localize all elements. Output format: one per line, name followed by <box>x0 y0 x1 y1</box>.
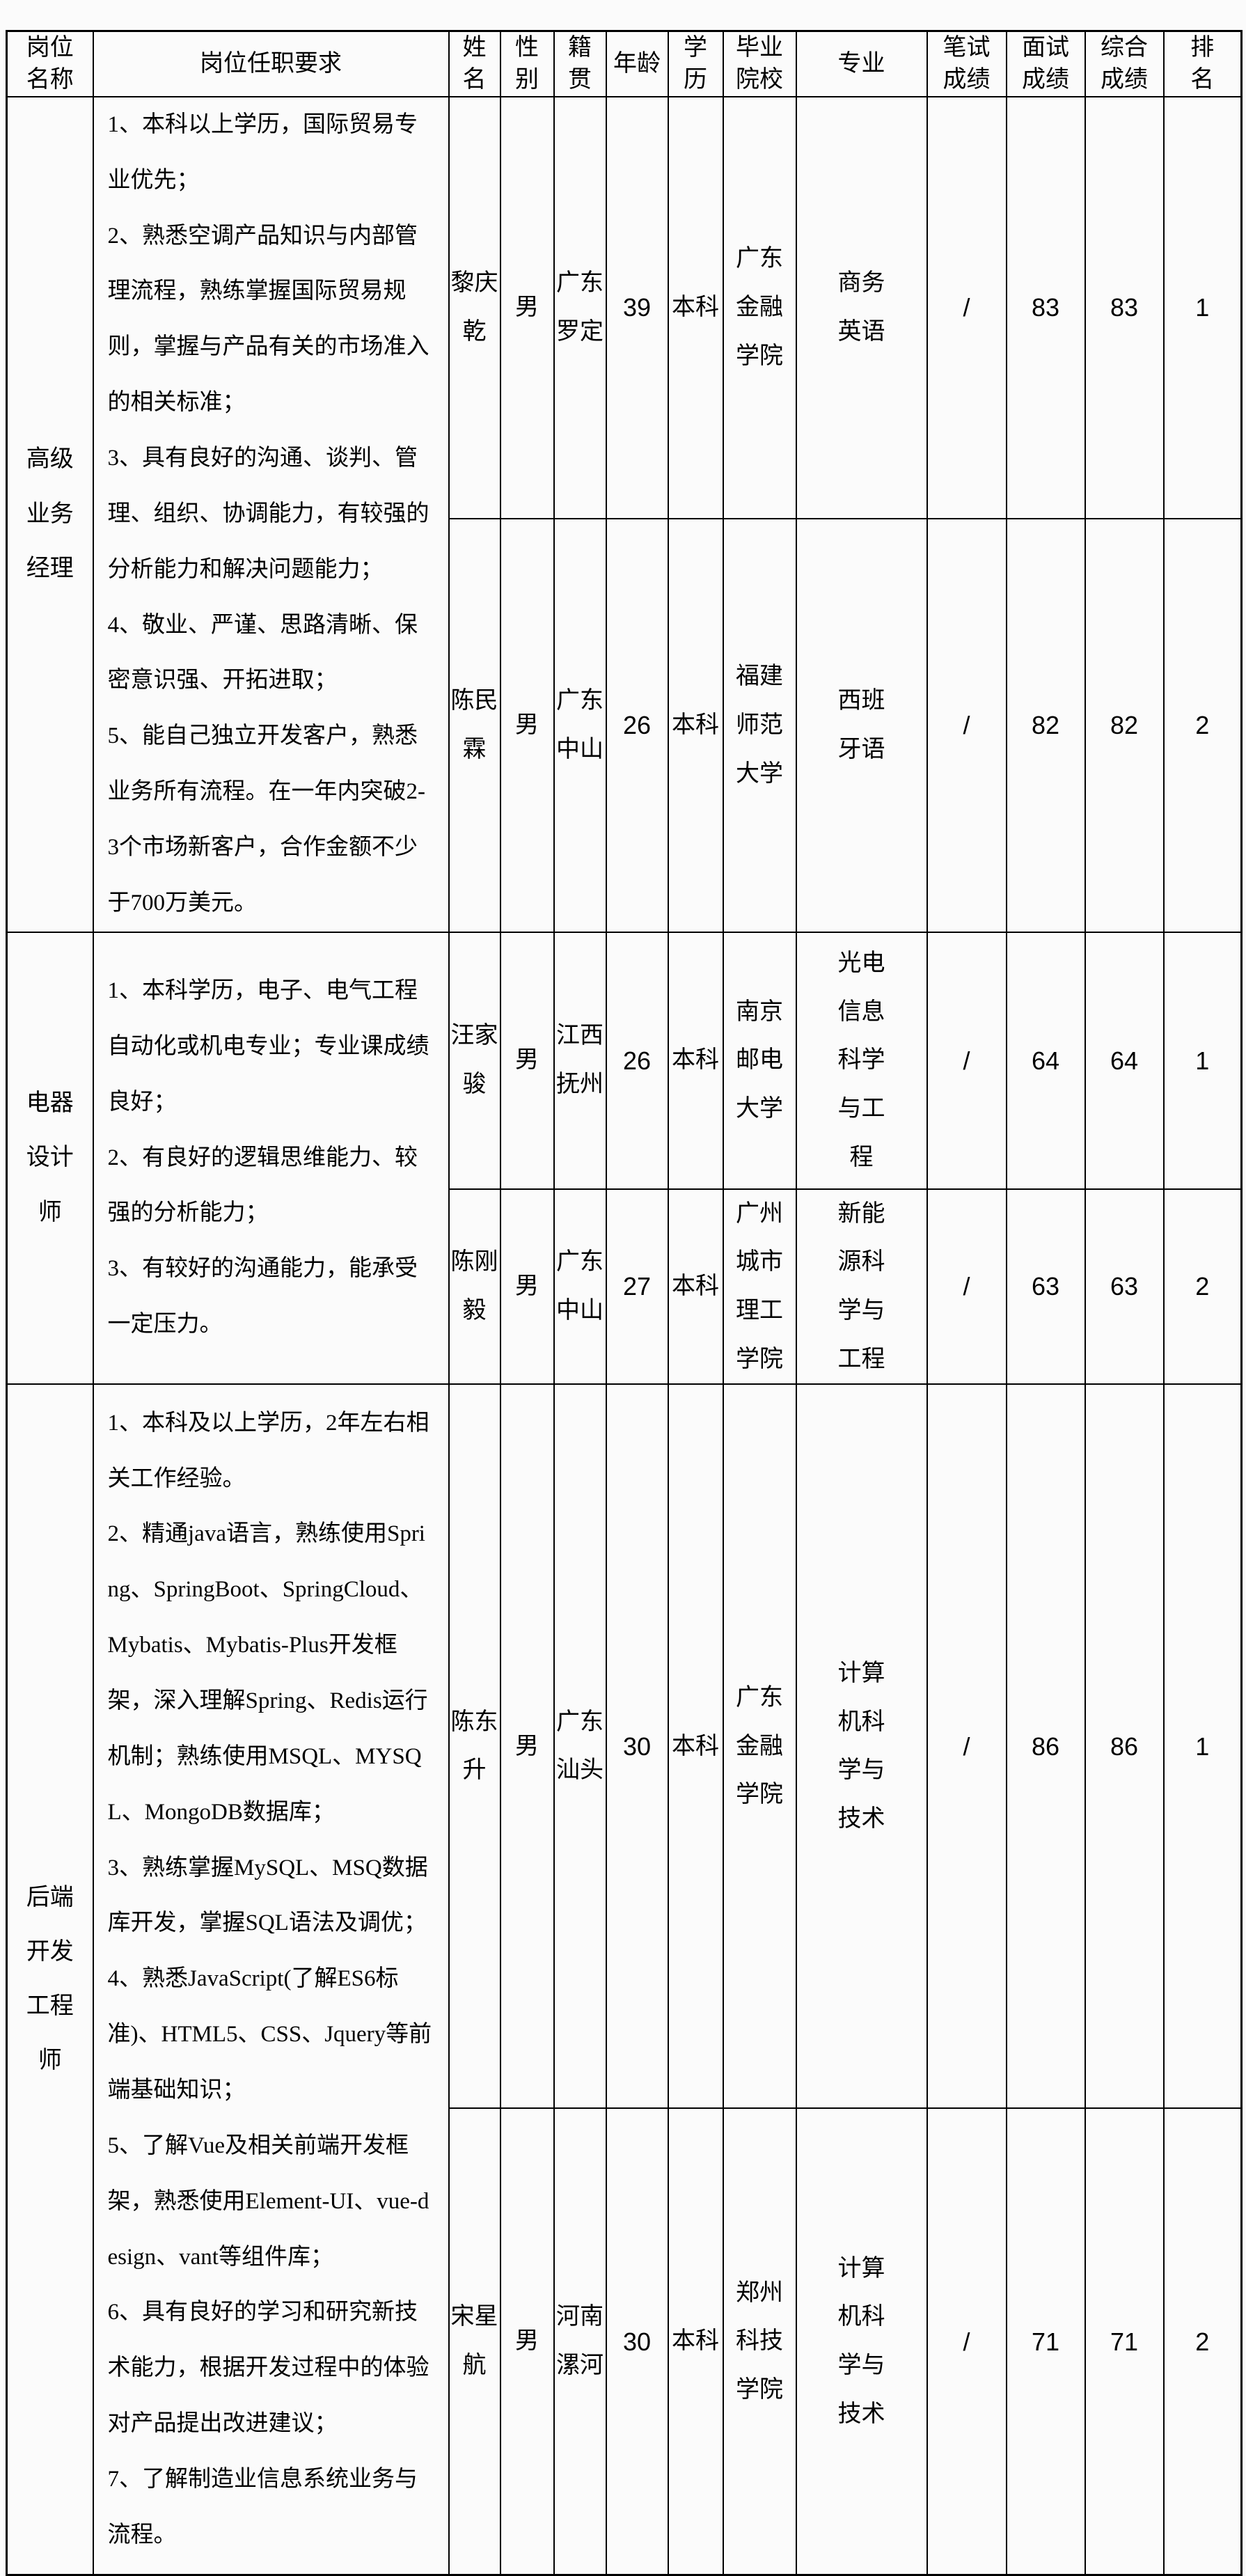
rank-cell: 2 <box>1162 518 1243 933</box>
name-cell: 陈刚毅 <box>448 1188 501 1385</box>
age-cell: 30 <box>605 2107 669 2576</box>
school-cell: 福建师范大学 <box>722 518 797 933</box>
position-cell: 后端开发工程师 <box>6 1383 94 2576</box>
gender-cell: 男 <box>499 95 555 520</box>
education-cell: 本科 <box>667 931 724 1190</box>
school-cell: 南京邮电大学 <box>722 931 797 1190</box>
requirements-cell: 1、本科及以上学历，2年左右相关工作经验。 2、精通java语言，熟练使用Spr… <box>92 1383 450 2576</box>
age-cell: 26 <box>605 518 669 933</box>
rank-cell: 1 <box>1162 95 1243 520</box>
name-cell: 汪家骏 <box>448 931 501 1190</box>
header-origin: 籍 贯 <box>553 30 607 97</box>
header-age: 年龄 <box>605 30 669 97</box>
rank-cell: 2 <box>1162 2107 1243 2576</box>
recruitment-results-table: 岗位 名称 岗位任职要求 姓 名 性 别 籍 贯 年龄 学 历 毕业 院校 专业… <box>6 30 1243 2576</box>
major-cell: 光电信息科学与工程 <box>795 931 928 1190</box>
age-cell: 30 <box>605 1383 669 2110</box>
origin-cell: 广东汕头 <box>553 1383 607 2110</box>
written-score-cell: / <box>926 2107 1007 2576</box>
origin-cell: 河南漯河 <box>553 2107 607 2576</box>
header-overall-score: 综合 成绩 <box>1084 30 1165 97</box>
document-page: 岗位 名称 岗位任职要求 姓 名 性 别 籍 贯 年龄 学 历 毕业 院校 专业… <box>0 30 1246 2576</box>
major-cell: 新能源科学与工程 <box>795 1188 928 1385</box>
header-education: 学 历 <box>667 30 724 97</box>
gender-cell: 男 <box>499 518 555 933</box>
requirements-cell: 1、本科以上学历，国际贸易专业优先； 2、熟悉空调产品知识与内部管理流程，熟练掌… <box>92 95 450 933</box>
education-cell: 本科 <box>667 2107 724 2576</box>
gender-cell: 男 <box>499 1383 555 2110</box>
gender-cell: 男 <box>499 931 555 1190</box>
rank-cell: 2 <box>1162 1188 1243 1385</box>
interview-score-cell: 71 <box>1005 2107 1086 2576</box>
age-cell: 39 <box>605 95 669 520</box>
age-cell: 26 <box>605 931 669 1190</box>
table-row: 高级业务经理 1、本科以上学历，国际贸易专业优先； 2、熟悉空调产品知识与内部管… <box>6 95 1243 933</box>
requirements-cell: 1、本科学历，电子、电气工程自动化或机电专业；专业课成绩良好； 2、有良好的逻辑… <box>92 931 450 1385</box>
overall-score-cell: 64 <box>1084 931 1165 1190</box>
header-row: 岗位 名称 岗位任职要求 姓 名 性 别 籍 贯 年龄 学 历 毕业 院校 专业… <box>6 30 1243 97</box>
position-cell: 电器设计师 <box>6 931 94 1385</box>
gender-cell: 男 <box>499 1188 555 1385</box>
education-cell: 本科 <box>667 95 724 520</box>
written-score-cell: / <box>926 931 1007 1190</box>
education-cell: 本科 <box>667 1383 724 2110</box>
written-score-cell: / <box>926 1383 1007 2110</box>
table-row: 后端开发工程师 1、本科及以上学历，2年左右相关工作经验。 2、精通java语言… <box>6 1383 1243 2576</box>
overall-score-cell: 82 <box>1084 518 1165 933</box>
interview-score-cell: 82 <box>1005 518 1086 933</box>
header-requirements: 岗位任职要求 <box>92 30 450 97</box>
rank-cell: 1 <box>1162 931 1243 1190</box>
name-cell: 陈民霖 <box>448 518 501 933</box>
age-cell: 27 <box>605 1188 669 1385</box>
education-cell: 本科 <box>667 518 724 933</box>
table-row: 电器设计师 1、本科学历，电子、电气工程自动化或机电专业；专业课成绩良好； 2、… <box>6 931 1243 1385</box>
table-row: 陈民霖 男 广东中山 26 本科 福建师范大学 西班牙语 / 82 82 2 <box>7 518 1243 933</box>
overall-score-cell: 71 <box>1084 2107 1165 2576</box>
header-interview-score: 面试 成绩 <box>1005 30 1086 97</box>
major-cell: 计算机科学与技术 <box>795 1383 928 2110</box>
header-written-score: 笔试 成绩 <box>926 30 1007 97</box>
header-position-name: 岗位 名称 <box>6 30 94 97</box>
header-gender: 性 别 <box>499 30 555 97</box>
table-row: 陈刚毅 男 广东中山 27 本科 广州城市理工学院 新能源科学与工程 / 63 … <box>7 1188 1243 1385</box>
interview-score-cell: 63 <box>1005 1188 1086 1385</box>
overall-score-cell: 63 <box>1084 1188 1165 1385</box>
position-cell: 高级业务经理 <box>6 95 94 933</box>
origin-cell: 广东罗定 <box>553 95 607 520</box>
name-cell: 黎庆乾 <box>448 95 501 520</box>
header-rank: 排 名 <box>1162 30 1243 97</box>
education-cell: 本科 <box>667 1188 724 1385</box>
interview-score-cell: 86 <box>1005 1383 1086 2110</box>
school-cell: 广东金融学院 <box>722 95 797 520</box>
overall-score-cell: 83 <box>1084 95 1165 520</box>
overall-score-cell: 86 <box>1084 1383 1165 2110</box>
origin-cell: 江西抚州 <box>553 931 607 1190</box>
table-row: 宋星航 男 河南漯河 30 本科 郑州科技学院 计算机科学与技术 / 71 71… <box>7 2107 1243 2576</box>
interview-score-cell: 83 <box>1005 95 1086 520</box>
major-cell: 西班牙语 <box>795 518 928 933</box>
major-cell: 商务英语 <box>795 95 928 520</box>
school-cell: 广东金融学院 <box>722 1383 797 2110</box>
written-score-cell: / <box>926 95 1007 520</box>
header-name: 姓 名 <box>448 30 501 97</box>
written-score-cell: / <box>926 1188 1007 1385</box>
school-cell: 广州城市理工学院 <box>722 1188 797 1385</box>
name-cell: 陈东升 <box>448 1383 501 2110</box>
header-major: 专业 <box>795 30 928 97</box>
origin-cell: 广东中山 <box>553 1188 607 1385</box>
school-cell: 郑州科技学院 <box>722 2107 797 2576</box>
gender-cell: 男 <box>499 2107 555 2576</box>
major-cell: 计算机科学与技术 <box>795 2107 928 2576</box>
interview-score-cell: 64 <box>1005 931 1086 1190</box>
header-school: 毕业 院校 <box>722 30 797 97</box>
written-score-cell: / <box>926 518 1007 933</box>
origin-cell: 广东中山 <box>553 518 607 933</box>
rank-cell: 1 <box>1162 1383 1243 2110</box>
name-cell: 宋星航 <box>448 2107 501 2576</box>
